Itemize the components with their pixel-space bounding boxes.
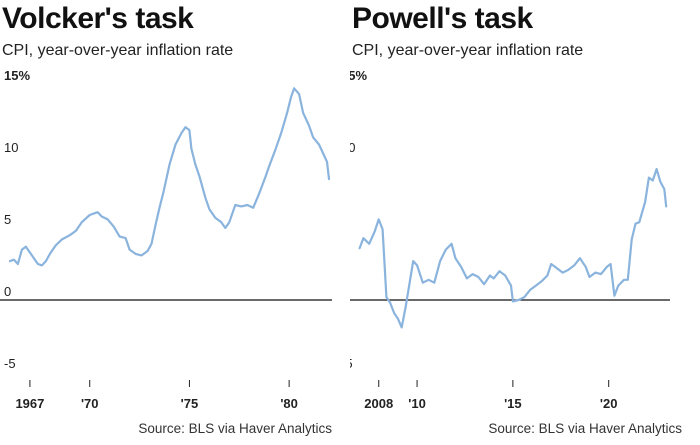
y-tick-label: 15% (350, 68, 367, 83)
x-tick-label: 1967 (15, 396, 44, 411)
y-tick-label: 15% (4, 68, 30, 83)
y-tick-label: 10 (4, 140, 18, 155)
x-tick-label: '75 (181, 396, 199, 411)
y-tick-label: 5 (4, 212, 11, 227)
y-tick-label: 0 (4, 284, 11, 299)
chart-source: Source: BLS via Haver Analytics (488, 421, 682, 436)
x-tick-label: '15 (504, 396, 522, 411)
x-tick-label: '20 (600, 396, 618, 411)
y-tick-label: 10 (350, 140, 355, 155)
x-tick-label: '80 (280, 396, 298, 411)
x-tick-label: 2008 (364, 396, 393, 411)
x-tick-label: '70 (81, 396, 99, 411)
chart-title: Volcker's task (2, 2, 194, 35)
cpi-series-line (358, 167, 668, 329)
cpi-series-line (8, 87, 331, 267)
y-tick-label: -5 (350, 356, 353, 371)
chart-source: Source: BLS via Haver Analytics (138, 421, 332, 436)
chart-subtitle: CPI, year-over-year inflation rate (2, 42, 234, 59)
line-chart-volcker: 15% 10 5 0 -5 1967 '70 '75 '80 (0, 68, 332, 411)
chart-panel-volcker: Volcker's task CPI, year-over-year infla… (0, 2, 332, 436)
chart-subtitle: CPI, year-over-year inflation rate (352, 42, 584, 59)
x-tick-label: '10 (408, 396, 426, 411)
y-tick-label: -5 (4, 356, 16, 371)
chart-panel-powell: Powell's task CPI, year-over-year inflat… (350, 0, 700, 445)
chart-title: Powell's task (352, 2, 533, 35)
